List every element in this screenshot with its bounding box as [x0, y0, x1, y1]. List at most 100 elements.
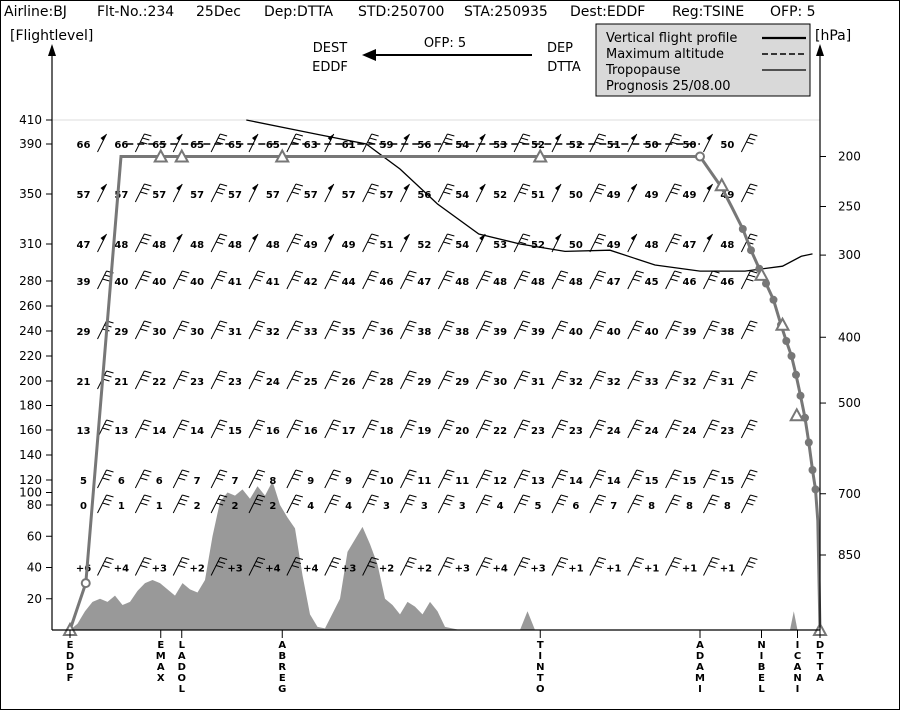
wind-barb-feather [746, 378, 754, 382]
temperature-label: 26 [342, 377, 356, 388]
left-tick-label: 390 [19, 137, 42, 151]
wind-barb-staff [400, 370, 410, 390]
wind-barb-flag [630, 234, 637, 241]
right-tick-label: 400 [838, 330, 861, 344]
wind-barb-flag [252, 234, 258, 241]
wind-barb-feather [180, 423, 188, 427]
wind-barb-staff [134, 133, 145, 153]
wind-barb-feather [518, 378, 527, 382]
legend-background [595, 23, 811, 97]
wind-barb-staff [286, 270, 297, 290]
wind-barb-feather [522, 183, 531, 187]
wind-barb-flag [100, 234, 107, 241]
temperature-label: 39 [683, 327, 697, 338]
temperature-label: 39 [531, 327, 545, 338]
wind-barb-feather [674, 557, 682, 560]
wind-barb-feather [291, 241, 300, 245]
temperature-label: 21 [114, 377, 128, 388]
wind-barb-staff [97, 494, 107, 514]
wind-barb-feather [632, 378, 640, 382]
temperature-label: 32 [607, 377, 621, 388]
wind-barb-feather [369, 137, 377, 141]
wind-barb-feather [405, 565, 413, 568]
wind-barb-feather [672, 274, 680, 278]
wind-barb-feather [750, 183, 758, 187]
wind-barb-feather [219, 469, 228, 473]
wind-barb-staff [703, 370, 713, 390]
wind-barb-staff [362, 320, 373, 340]
waypoint-circle-marker [80, 578, 91, 589]
wind-barb-staff [172, 494, 183, 514]
wind-barb-feather [144, 133, 152, 137]
right-tick-label: 850 [838, 548, 861, 562]
temperature-label: 57 [152, 190, 166, 201]
temperature-label: 48 [228, 240, 242, 251]
wind-barb-feather [219, 133, 228, 137]
wind-barb-feather [594, 565, 603, 568]
wind-barb-flag [706, 234, 713, 241]
wind-barb-feather [369, 274, 377, 278]
temperature-label: 54 [455, 140, 469, 151]
vertical-profile-series [62, 148, 828, 636]
temperature-label: 3 [383, 501, 390, 512]
wind-barb-staff [703, 320, 713, 340]
wind-barb-feather [560, 419, 569, 423]
wind-barb-feather [634, 498, 642, 502]
wind-barb-staff [210, 370, 221, 390]
wind-barb-feather [748, 324, 756, 328]
wind-barb-feather [217, 237, 226, 241]
wind-barb-feather [712, 557, 720, 560]
wind-barb-feather [257, 557, 266, 560]
waypoint-triangle-marker [532, 148, 548, 163]
wind-barb-feather [596, 187, 605, 191]
left-tick-label: 80 [27, 498, 42, 512]
wind-barb-staff [551, 370, 562, 390]
wind-barb-feather [144, 370, 152, 374]
wind-barb-feather [483, 473, 491, 477]
wind-barb-feather [750, 233, 758, 237]
wind-barb-feather [481, 427, 489, 431]
temperature-label: 29 [455, 377, 469, 388]
wind-barb-flag [630, 184, 637, 191]
registration-label: Reg:TSINE [672, 4, 745, 20]
right-tick-label: 500 [838, 396, 861, 410]
temperature-label: 48 [645, 240, 659, 251]
wind-barb-feather [485, 370, 493, 374]
wind-barb-feather [405, 278, 413, 282]
wind-barb-feather [445, 137, 453, 141]
temperature-label: 49 [683, 190, 697, 201]
wind-barb-staff [210, 419, 221, 439]
temperature-label: 57 [77, 190, 91, 201]
wind-barb-feather [447, 419, 455, 423]
wind-barb-feather [594, 328, 603, 332]
wind-barb-feather [632, 502, 640, 506]
wind-barb-feather [333, 270, 341, 274]
wind-barb-feather [329, 427, 337, 431]
wind-barb-staff [324, 494, 335, 514]
wind-barb-staff [665, 270, 676, 290]
wind-barb-feather [104, 423, 112, 427]
wind-barb-feather [710, 374, 718, 378]
wind-barb-staff [400, 494, 410, 514]
wind-barb-feather [215, 502, 224, 506]
wind-barb-staff [210, 133, 221, 153]
wind-barb-staff [551, 320, 562, 340]
temperature-label: 30 [152, 327, 166, 338]
wind-barb-feather [215, 427, 224, 431]
left-tick-label: 240 [19, 324, 42, 338]
wind-barb-feather [558, 374, 567, 378]
wind-barb-feather [750, 469, 758, 473]
temperature-label: 42 [304, 277, 318, 288]
wind-barb-feather [142, 561, 150, 564]
wind-barb-feather [596, 473, 605, 477]
wind-barb-feather [636, 494, 644, 498]
waypoint-triangle-marker [774, 316, 791, 331]
wind-barb-feather [367, 378, 375, 382]
wind-barb-feather [634, 374, 642, 378]
wind-barb-feather [219, 557, 228, 560]
dest-label-line2: EDDF [312, 60, 348, 75]
temperature-label: 48 [531, 277, 545, 288]
wind-barb-staff [627, 320, 638, 340]
wind-barb-feather [674, 494, 682, 498]
wind-barb-feather [558, 561, 567, 564]
